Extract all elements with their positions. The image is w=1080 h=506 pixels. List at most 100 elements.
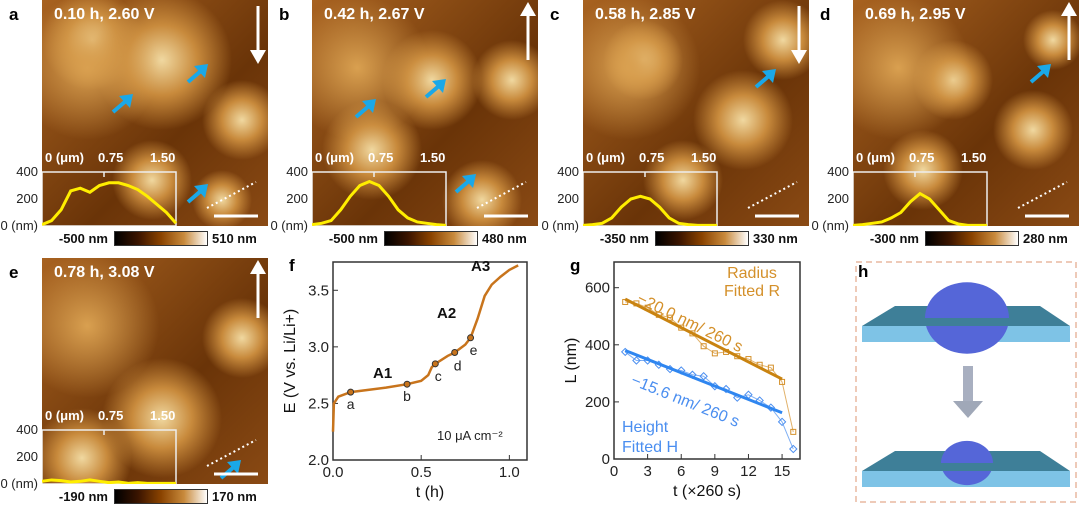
radius-slope-label: −20.0 nm/ 260 s [634, 290, 745, 356]
data-point-marker [467, 334, 475, 342]
data-point [689, 330, 696, 337]
data-point [643, 356, 652, 365]
blue-arrow-icon [186, 64, 208, 84]
profile-x-tick: 1.50 [150, 408, 176, 423]
data-point [767, 364, 774, 371]
panel-label: h [858, 262, 869, 281]
height-series-line [624, 351, 794, 450]
data-point [745, 356, 752, 363]
marker-label: c [435, 368, 442, 384]
profile-x-tick: 0 (μm) [45, 408, 85, 423]
colorbar [114, 489, 208, 504]
large-dendrite-schematic [862, 282, 1070, 354]
y-tick-label: 3.0 [308, 339, 329, 356]
data-point [710, 381, 720, 391]
x-tick-label: 9 [711, 463, 719, 480]
profile-y-tick: 200 [16, 191, 38, 206]
profile-x-tick: 1.50 [420, 150, 446, 165]
profile-y-tick: 0 (nm) [0, 218, 38, 233]
stage-annotation: A3 [471, 258, 490, 275]
data-point [779, 378, 786, 385]
data-point-marker [431, 360, 439, 368]
panel-label: g [570, 256, 581, 275]
data-point [655, 311, 662, 318]
profile-y-tick: 400 [286, 164, 308, 179]
colorbar-max-label: 330 nm [753, 231, 798, 246]
profile-x-tick: 1.50 [961, 150, 987, 165]
profile-x-tick: 0 (μm) [315, 150, 355, 165]
colorbar-min-label: -500 nm [58, 231, 108, 246]
blue-arrow-icon [186, 184, 208, 204]
profile-y-tick: 400 [827, 164, 849, 179]
profile-y-tick: 400 [16, 422, 38, 437]
fit-line [624, 349, 783, 415]
y-tick-label: 2.0 [308, 452, 329, 469]
profile-x-tick: 0 (μm) [856, 150, 896, 165]
profile-inset-box [312, 171, 447, 226]
height-profile-line [42, 478, 176, 484]
profile-x-tick: 0.75 [98, 408, 124, 423]
x-tick-label: 1.0 [499, 464, 520, 481]
profile-y-tick: 0 (nm) [811, 218, 849, 233]
profile-x-tick: 0 (μm) [586, 150, 626, 165]
profile-y-tick: 0 (nm) [541, 218, 579, 233]
x-tick-label: 6 [677, 463, 685, 480]
current-density-label: 10 μA cm⁻² [437, 428, 503, 443]
profile-y-tick: 400 [16, 164, 38, 179]
colorbar-min-label: -350 nm [599, 231, 649, 246]
y-tick-label: 600 [585, 280, 610, 297]
x-tick-label: 15 [774, 463, 791, 480]
data-point-marker [347, 388, 355, 396]
condition-label: 0.58 h, 2.85 V [595, 6, 696, 23]
x-tick-label: 0.0 [323, 464, 344, 481]
plot-frame [332, 261, 528, 461]
data-point [633, 300, 640, 307]
afm-image: 0.58 h, 2.85 V [583, 0, 809, 226]
data-point [734, 353, 741, 360]
marker-label: d [454, 358, 462, 374]
profile-x-tick: 0.75 [909, 150, 935, 165]
blue-arrow-icon [219, 460, 241, 480]
profile-x-tick: 1.50 [150, 150, 176, 165]
plot-frame [613, 261, 801, 460]
colorbar [655, 231, 749, 246]
profile-x-tick: 1.50 [691, 150, 717, 165]
profile-x-tick: 0.75 [368, 150, 394, 165]
afm-image: 0.69 h, 2.95 V [853, 0, 1079, 226]
data-point [678, 324, 685, 331]
y-tick-label: 200 [585, 394, 610, 411]
x-tick-label: 12 [740, 463, 757, 480]
colorbar-max-label: 280 nm [1023, 231, 1068, 246]
marker-label: b [403, 388, 411, 404]
data-point [744, 390, 753, 400]
profile-x-tick: 0.75 [98, 150, 124, 165]
data-point-marker [403, 380, 411, 388]
profile-x-tick: 0.75 [639, 150, 665, 165]
blue-arrow-icon [111, 94, 133, 114]
condition-label: 0.42 h, 2.67 V [324, 6, 425, 23]
data-point [620, 347, 630, 357]
profile-y-tick: 400 [557, 164, 579, 179]
x-axis-label: t (×260 s) [673, 483, 741, 500]
colorbar-max-label: 170 nm [212, 489, 257, 504]
y-axis-label: L (nm) [563, 338, 580, 384]
profile-x-tick: 0 (μm) [45, 150, 85, 165]
legend-height: Height [622, 419, 669, 436]
panel-label: b [279, 5, 290, 24]
panel-label: f [289, 256, 295, 275]
data-point-marker [451, 349, 459, 357]
condition-label: 0.78 h, 3.08 V [54, 264, 155, 281]
data-point [667, 314, 674, 321]
height-profile-line [583, 194, 717, 226]
data-point [632, 356, 641, 365]
panel-label: c [550, 5, 560, 24]
data-point [688, 370, 697, 380]
blue-arrow-icon [754, 69, 776, 89]
data-point [723, 348, 730, 355]
data-point [755, 396, 764, 405]
profile-y-tick: 200 [286, 191, 308, 206]
colorbar-min-label: -300 nm [869, 231, 919, 246]
data-point [665, 364, 675, 374]
profile-path-line [476, 181, 527, 209]
afm-image: 0.78 h, 3.08 V [42, 258, 268, 484]
